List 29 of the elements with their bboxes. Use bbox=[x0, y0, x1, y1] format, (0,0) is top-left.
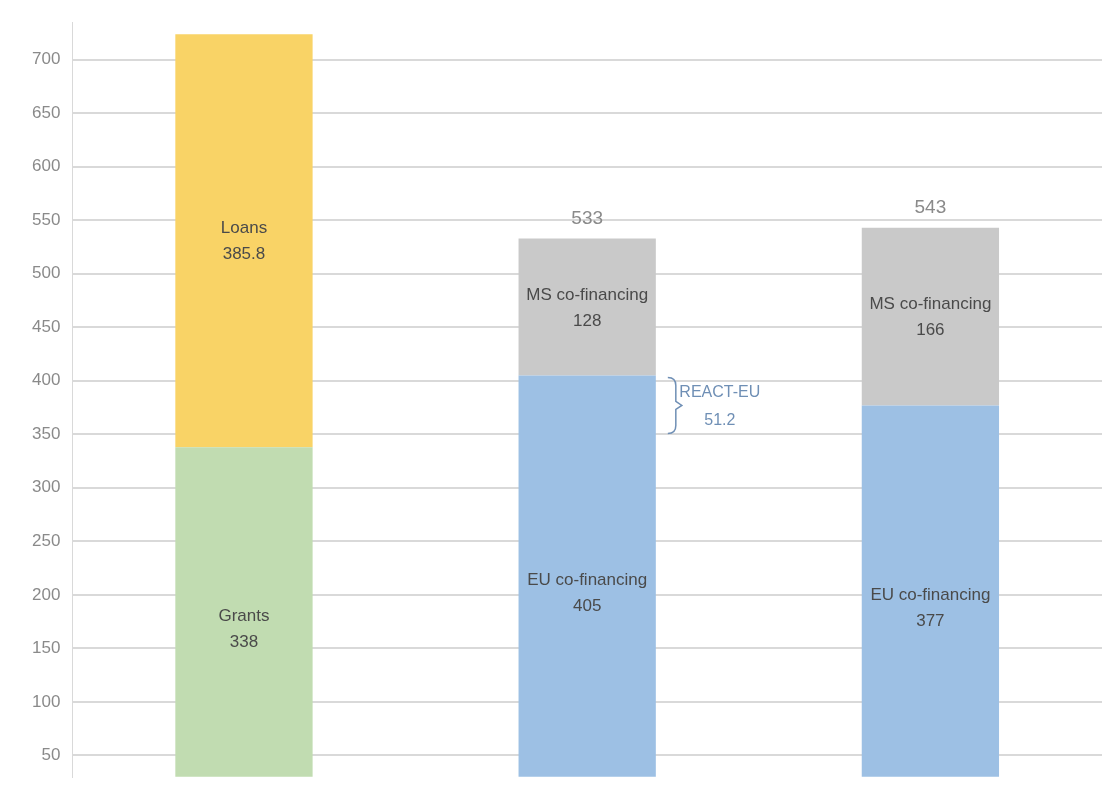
text: EU co-financing bbox=[870, 584, 991, 604]
y-tick-label: 600 bbox=[31, 156, 61, 176]
data-label: 338 bbox=[229, 631, 259, 651]
y-tick-label: 450 bbox=[31, 316, 61, 336]
series-label: MS co-financing bbox=[526, 284, 649, 304]
y-tick-label: 400 bbox=[31, 370, 61, 390]
y-tick-label: 550 bbox=[31, 209, 61, 229]
y-tick-label: 200 bbox=[31, 584, 61, 604]
total-label: 543 bbox=[914, 195, 947, 217]
y-tick-label: 350 bbox=[31, 423, 61, 443]
y-tick-label: 100 bbox=[31, 691, 61, 711]
data-label: 377 bbox=[916, 610, 945, 630]
y-tick-label: 300 bbox=[31, 477, 61, 497]
total-label: 533 bbox=[571, 206, 604, 228]
data-label: 405 bbox=[572, 595, 602, 615]
annotation: REACT-EU 51.2 bbox=[679, 382, 761, 428]
y-tick-label: 700 bbox=[31, 49, 61, 69]
y-tick-label: 150 bbox=[31, 638, 61, 658]
y-tick-label: 650 bbox=[31, 102, 61, 122]
y-tick-label: 250 bbox=[31, 531, 61, 551]
text: MS co-financing bbox=[869, 294, 992, 314]
series-label: Loans bbox=[220, 218, 268, 238]
y-tick-label: 50 bbox=[41, 745, 61, 765]
series-label: Grants bbox=[218, 605, 270, 625]
series-label: EU co-financing bbox=[527, 569, 648, 589]
data-label: 128 bbox=[572, 310, 602, 330]
data-label: 166 bbox=[916, 320, 945, 340]
data-label: 385.8 bbox=[222, 244, 266, 264]
y-tick-label: 500 bbox=[31, 263, 61, 283]
